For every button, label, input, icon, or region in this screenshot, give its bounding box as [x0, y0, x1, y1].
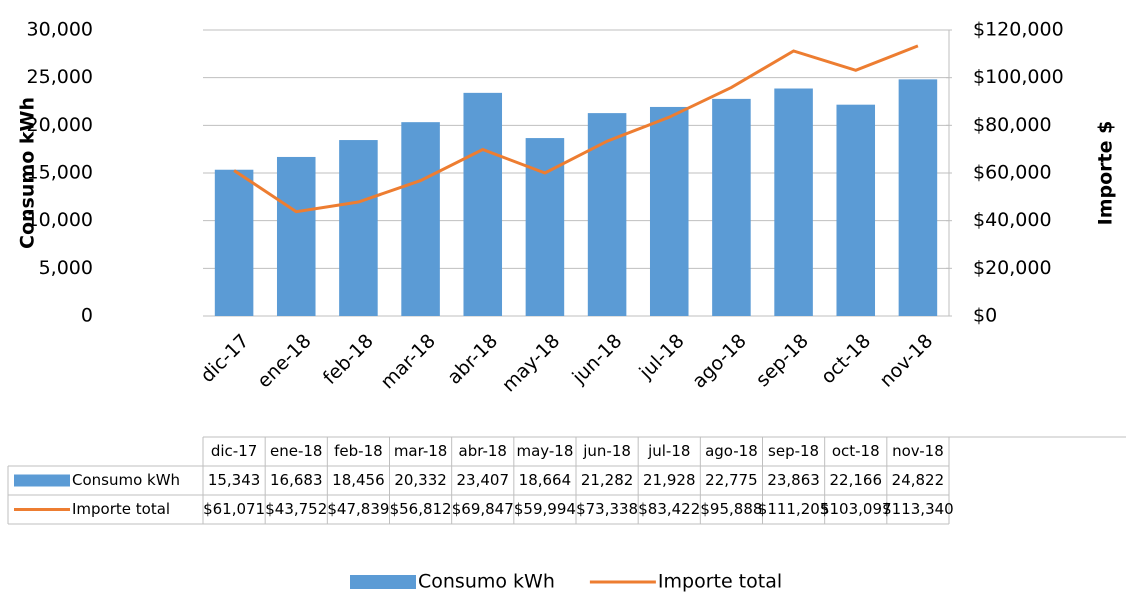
- table-cell: 22,775: [705, 471, 758, 489]
- y-tick-label: 30,000: [27, 19, 93, 41]
- bar: [712, 98, 751, 317]
- table-cell: $43,752: [265, 500, 327, 518]
- y2-axis-title: Importe $: [1095, 121, 1117, 226]
- y2-tick-label: $120,000: [973, 19, 1064, 41]
- y2-tick-label: $20,000: [973, 257, 1052, 279]
- y2-tick-label: $100,000: [973, 66, 1064, 88]
- table-cell: $111,205: [758, 500, 830, 518]
- bar: [276, 156, 316, 316]
- table-cell: $69,847: [452, 500, 514, 518]
- table-cell: 23,863: [767, 471, 820, 489]
- bar: [774, 88, 813, 316]
- bar: [463, 92, 503, 316]
- y-tick-label: 15,000: [27, 162, 93, 184]
- legend-key: [350, 575, 416, 589]
- y2-tick-label: $40,000: [973, 209, 1052, 231]
- x-tick-label: dic-17: [196, 330, 253, 387]
- table-header: dic-17: [211, 442, 257, 460]
- bar: [401, 122, 440, 316]
- table-legend-key: [14, 474, 70, 487]
- y-tick-label: 0: [81, 305, 93, 327]
- x-tick-label: nov-18: [876, 330, 938, 392]
- bar: [339, 140, 378, 316]
- y2-tick-label: $0: [973, 305, 997, 327]
- bar: [898, 79, 938, 316]
- table-cell: $59,994: [514, 500, 576, 518]
- table-cell: $73,338: [576, 500, 638, 518]
- table-row-label: Importe total: [72, 500, 170, 518]
- table-cell: 16,683: [270, 471, 323, 489]
- table-cell: $56,812: [390, 500, 452, 518]
- x-tick-label: ene-18: [253, 330, 316, 393]
- x-tick-label: mar-18: [377, 330, 440, 393]
- table-header: nov-18: [892, 442, 944, 460]
- x-tick-label: feb-18: [319, 330, 378, 389]
- y-tick-label: 5,000: [39, 257, 93, 279]
- x-tick-label: may-18: [498, 330, 565, 397]
- table-cell: 23,407: [457, 471, 510, 489]
- x-tick-label: oct-18: [817, 330, 875, 388]
- table-row-label: Consumo kWh: [72, 471, 180, 489]
- table-header: mar-18: [394, 442, 448, 460]
- x-tick-label: abr-18: [443, 330, 502, 389]
- table-header: jul-18: [647, 442, 690, 460]
- bar: [587, 113, 627, 316]
- table-cell: 24,822: [892, 471, 945, 489]
- table-header: oct-18: [832, 442, 880, 460]
- legend-label: Importe total: [658, 571, 782, 593]
- legend-label: Consumo kWh: [418, 571, 555, 593]
- table-cell: $95,888: [700, 500, 762, 518]
- table-header: ene-18: [270, 442, 322, 460]
- bar: [836, 104, 876, 316]
- y-tick-label: 25,000: [27, 66, 93, 88]
- x-tick-label: jun-18: [568, 330, 627, 389]
- table-header: abr-18: [459, 442, 507, 460]
- table-header: sep-18: [768, 442, 819, 460]
- table-cell: $61,071: [203, 500, 265, 518]
- x-tick-label: ago-18: [688, 330, 751, 393]
- table-cell: 22,166: [830, 471, 883, 489]
- x-tick-label: jul-18: [634, 330, 688, 384]
- table-cell: $113,340: [882, 500, 954, 518]
- y-axis-title: Consumo kWh: [17, 97, 39, 249]
- table-cell: 15,343: [208, 471, 261, 489]
- table-cell: 18,456: [332, 471, 385, 489]
- line: [233, 44, 919, 214]
- table-header: jun-18: [582, 442, 631, 460]
- y-tick-label: 20,000: [27, 114, 93, 136]
- x-tick-label: sep-18: [752, 330, 813, 391]
- bar: [214, 169, 254, 316]
- table-cell: 21,282: [581, 471, 634, 489]
- table-cell: $47,839: [327, 500, 389, 518]
- table-header: ago-18: [705, 442, 758, 460]
- y2-tick-label: $60,000: [973, 162, 1052, 184]
- table-header: feb-18: [334, 442, 383, 460]
- bar: [649, 106, 689, 316]
- table-header: may-18: [516, 442, 573, 460]
- table-cell: 18,664: [519, 471, 572, 489]
- table-cell: 20,332: [394, 471, 447, 489]
- table-cell: 21,928: [643, 471, 696, 489]
- table-cell: $103,097: [820, 500, 892, 518]
- y2-tick-label: $80,000: [973, 114, 1052, 136]
- table-cell: $83,422: [638, 500, 700, 518]
- y-tick-label: 10,000: [27, 209, 93, 231]
